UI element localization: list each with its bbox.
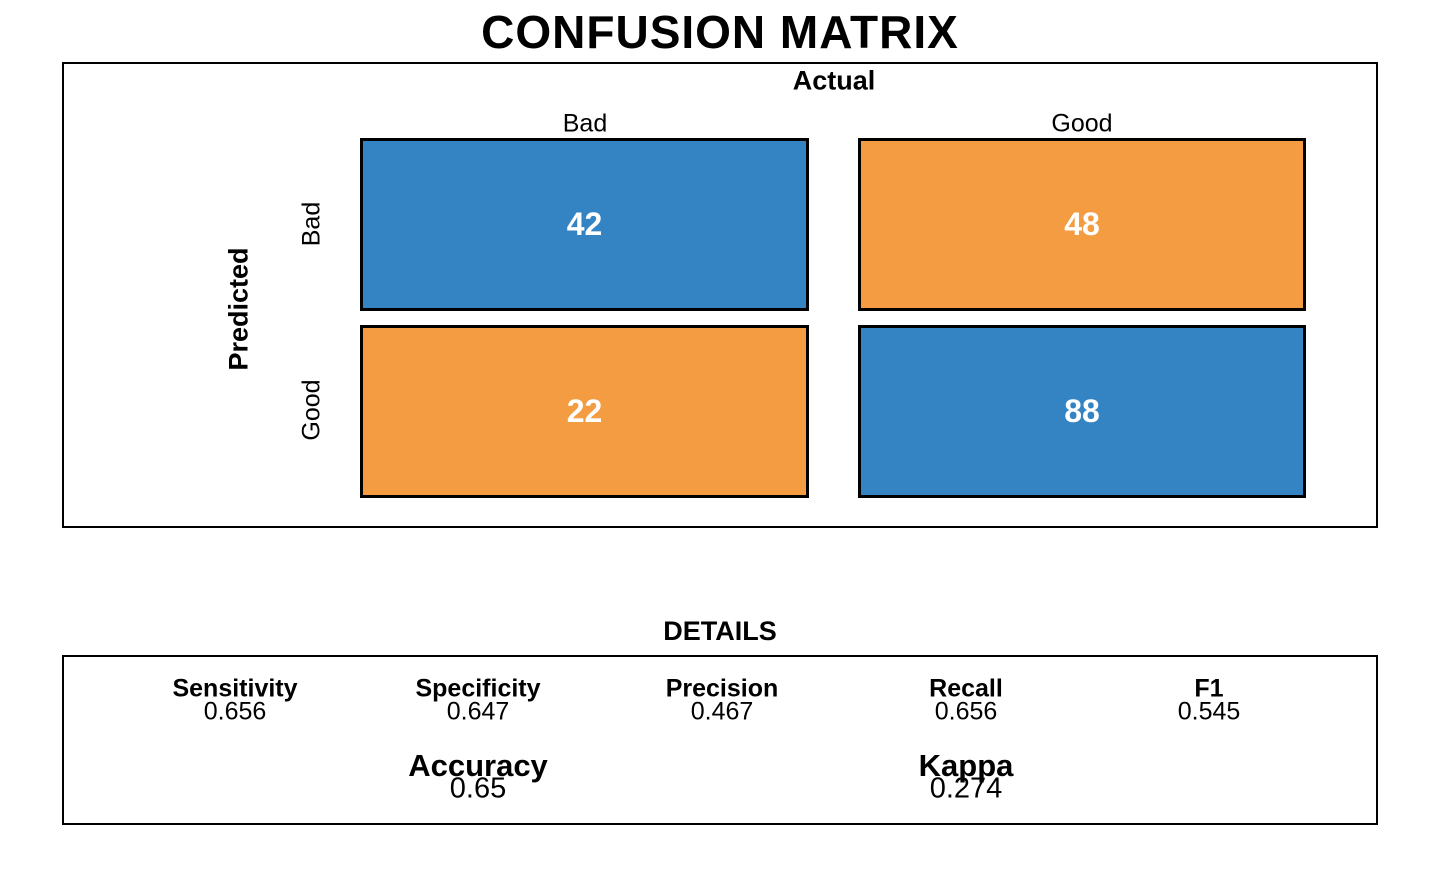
predicted-axis-label: Predicted [223, 247, 254, 371]
matrix-cell-predicted-bad-actual-bad: 42 [360, 138, 809, 311]
row-label-bad: Bad [297, 201, 326, 247]
matrix-cell-predicted-bad-actual-good: 48 [858, 138, 1306, 311]
matrix-panel: Actual Bad Good Predicted Bad Good 42 48… [62, 62, 1378, 528]
stat-value-specificity: 0.647 [446, 697, 510, 726]
stat-value-precision: 0.467 [690, 697, 754, 726]
matrix-cell-predicted-good-actual-good: 88 [858, 325, 1306, 498]
stat-value-accuracy: 0.65 [449, 772, 507, 805]
chart-title: CONFUSION MATRIX [481, 6, 959, 58]
stat-label-f1: F1 [1194, 674, 1224, 703]
actual-axis-label: Actual [792, 65, 876, 96]
column-label-bad: Bad [562, 109, 608, 138]
cell-value-true-negative: 42 [566, 206, 603, 242]
stat-value-kappa: 0.274 [929, 772, 1003, 805]
stat-value-recall: 0.656 [934, 697, 998, 726]
cell-value-false-negative: 48 [1064, 206, 1100, 242]
stat-value-sensitivity: 0.656 [203, 697, 267, 726]
matrix-cell-predicted-good-actual-bad: 22 [360, 325, 809, 498]
stat-label-precision: Precision [665, 674, 779, 703]
stat-value-f1: 0.545 [1177, 697, 1241, 726]
stat-label-recall: Recall [929, 674, 1003, 703]
stat-label-kappa: Kappa [918, 748, 1014, 783]
details-panel: Sensitivity 0.656 Specificity 0.647 Prec… [62, 655, 1378, 825]
column-label-good: Good [1051, 109, 1113, 138]
row-label-good: Good [297, 379, 326, 441]
stat-label-sensitivity: Sensitivity [172, 674, 298, 703]
details-title: DETAILS [663, 616, 777, 646]
cell-value-false-positive: 22 [566, 393, 603, 429]
stat-label-accuracy: Accuracy [408, 748, 548, 783]
cell-value-true-positive: 88 [1064, 393, 1100, 429]
stat-label-specificity: Specificity [415, 674, 541, 703]
